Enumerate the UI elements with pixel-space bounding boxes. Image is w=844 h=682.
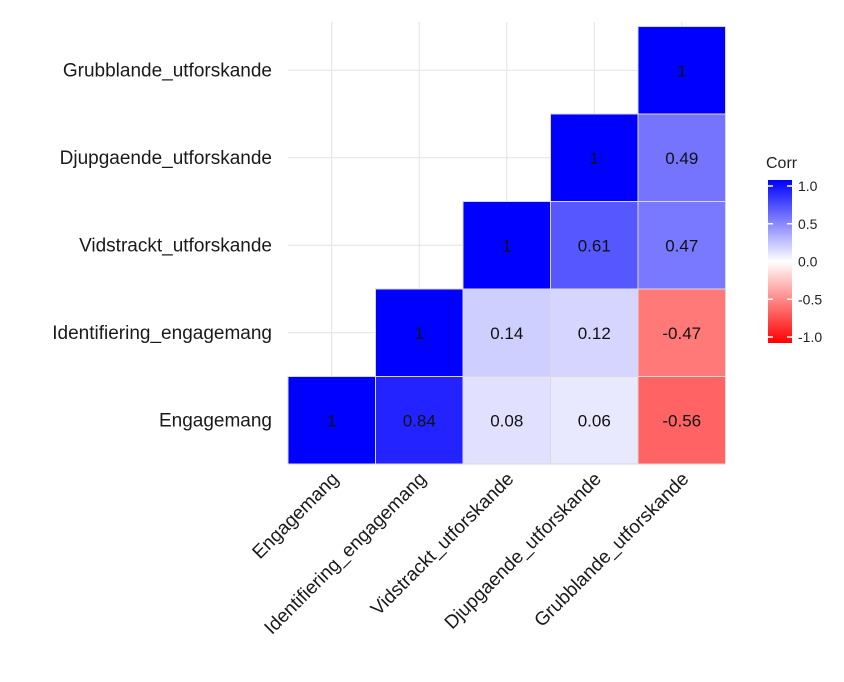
cell-value-label: 1 [327, 411, 336, 430]
y-axis-label: Grubblande_utforskande [63, 60, 272, 81]
heatmap-cell [550, 288, 639, 377]
cell-value-label: 0.14 [490, 324, 523, 343]
y-axis-label: Djupgaende_utforskande [60, 148, 272, 169]
heatmap-cell [550, 201, 639, 290]
legend-tick-label: 1.0 [798, 178, 818, 194]
cell-value-label: 1 [415, 324, 424, 343]
x-axis-label: Identifiering_engagemang [261, 469, 431, 639]
heatmap-cells: 1 0.84 0.08 0.06 -0.56 1 0.14 0.12 -0.47 1 0.61 0.4… [287, 26, 726, 465]
cell-value-label: 1 [677, 61, 686, 80]
cell-value-label: 0.08 [490, 411, 523, 430]
legend-tick-label: 0.0 [798, 254, 818, 270]
y-axis-label: Vidstrackt_utforskande [79, 235, 272, 256]
cell-value-label: 1 [502, 236, 511, 255]
legend-title: Corr [766, 155, 798, 172]
heatmap-cell [375, 288, 464, 377]
cell-value-label: 0.61 [578, 236, 611, 255]
heatmap-cell [550, 113, 639, 202]
cell-value-label: 0.47 [665, 236, 698, 255]
legend-tick-label: 0.5 [798, 216, 818, 232]
heatmap-cell [637, 26, 726, 115]
cell-value-label: 0.12 [578, 324, 611, 343]
x-axis-label: Grubblande_utforskande [531, 469, 694, 632]
heatmap-cell [637, 288, 726, 377]
heatmap-cell [637, 113, 726, 202]
x-axis-label: Djupgaende_utforskande [441, 469, 606, 634]
cell-value-label: 0.49 [665, 149, 698, 168]
cell-value-label: 0.06 [578, 411, 611, 430]
x-axis-label: Vidstrackt_utforskande [367, 469, 518, 620]
cell-value-label: 0.84 [403, 411, 436, 430]
y-axis-label: Identifiering_engagemang [52, 323, 272, 344]
legend: Corr 1.0 0.5 0.0 -0.5 -1.0 [766, 155, 822, 345]
x-axis-label: Engagemang [249, 469, 344, 564]
heatmap-cell [637, 201, 726, 290]
cell-value-label: -0.56 [662, 411, 701, 430]
legend-tick-label: -1.0 [798, 329, 822, 345]
y-axis-label: Engagemang [159, 410, 272, 431]
x-axis-labels: EngagemangIdentifiering_engagemangVidstr… [249, 469, 694, 639]
legend-tick-label: -0.5 [798, 291, 822, 307]
heatmap-cell [462, 201, 551, 290]
cell-value-label: 1 [590, 149, 599, 168]
y-axis-labels: Engagemang Identifiering_engagemang Vidstr… [52, 60, 272, 431]
cell-value-label: -0.47 [662, 324, 701, 343]
